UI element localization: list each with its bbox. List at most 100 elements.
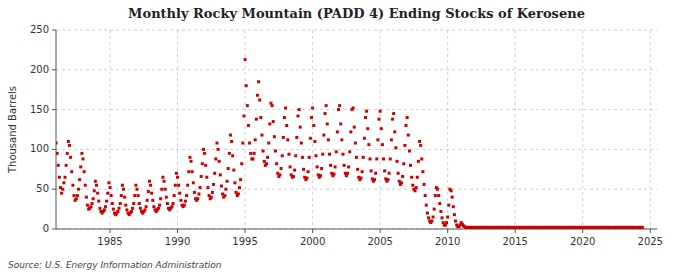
- point: [367, 143, 370, 146]
- point: [228, 152, 231, 155]
- point: [244, 58, 247, 61]
- point: [111, 202, 114, 205]
- point: [334, 165, 337, 168]
- point: [116, 210, 119, 213]
- title: Monthly Rocky Mountain (PADD 4) Ending S…: [128, 6, 585, 21]
- point: [379, 110, 382, 113]
- point: [125, 208, 128, 211]
- point: [187, 170, 190, 173]
- x-grid-line: [312, 30, 313, 229]
- point: [201, 162, 204, 165]
- point: [84, 184, 87, 187]
- point: [251, 157, 254, 160]
- point: [212, 183, 215, 186]
- point: [224, 188, 227, 191]
- point: [336, 130, 339, 133]
- point: [389, 157, 392, 160]
- point: [432, 216, 435, 219]
- point: [361, 170, 364, 173]
- point: [77, 188, 80, 191]
- x-tick-label: 2005: [367, 236, 392, 247]
- point: [227, 167, 230, 170]
- point: [170, 205, 173, 208]
- point: [366, 127, 369, 130]
- point: [427, 216, 430, 219]
- chart: 0501001502002501985199019952000200520102…: [0, 0, 675, 275]
- point: [219, 173, 222, 176]
- point: [400, 181, 403, 184]
- point: [66, 152, 69, 155]
- point: [188, 156, 191, 159]
- point: [416, 176, 419, 179]
- point: [337, 108, 340, 111]
- point: [94, 180, 97, 183]
- x-tick-label: 2015: [502, 236, 527, 247]
- point: [450, 189, 453, 192]
- point: [242, 114, 245, 117]
- point: [411, 184, 414, 187]
- point: [139, 207, 142, 210]
- point: [58, 176, 61, 179]
- point: [418, 140, 421, 143]
- point: [310, 116, 313, 119]
- point: [328, 153, 331, 156]
- point: [283, 116, 286, 119]
- point: [405, 124, 408, 127]
- point: [313, 140, 316, 143]
- point: [56, 152, 59, 155]
- point: [164, 188, 167, 191]
- point: [148, 180, 151, 183]
- point: [184, 200, 187, 203]
- point: [69, 156, 72, 159]
- point: [143, 208, 146, 211]
- point: [258, 99, 261, 102]
- point: [365, 110, 368, 113]
- x-tick: [110, 229, 111, 233]
- point: [185, 194, 188, 197]
- point: [259, 116, 262, 119]
- point: [62, 181, 65, 184]
- point: [179, 199, 182, 202]
- source-note: Source: U.S. Energy Information Administ…: [8, 260, 222, 270]
- point: [322, 134, 325, 137]
- point: [211, 191, 214, 194]
- point: [199, 186, 202, 189]
- point: [204, 164, 207, 167]
- point: [217, 148, 220, 151]
- point: [220, 185, 223, 188]
- point: [278, 173, 281, 176]
- point: [91, 202, 94, 205]
- point: [206, 186, 209, 189]
- point: [178, 192, 181, 195]
- point: [61, 188, 64, 191]
- point: [402, 162, 405, 165]
- x-tick: [650, 229, 651, 233]
- point: [437, 194, 440, 197]
- point: [272, 120, 275, 123]
- point: [309, 137, 312, 140]
- point: [390, 138, 393, 141]
- point: [292, 175, 295, 178]
- point: [408, 149, 411, 152]
- point: [300, 142, 303, 145]
- point: [149, 184, 152, 187]
- point: [335, 150, 338, 153]
- point: [438, 202, 441, 205]
- point: [183, 204, 186, 207]
- point: [192, 181, 195, 184]
- point: [240, 162, 243, 165]
- point: [282, 136, 285, 139]
- point: [305, 177, 308, 180]
- point: [323, 112, 326, 115]
- point: [123, 196, 126, 199]
- point: [146, 199, 149, 202]
- point: [237, 192, 240, 195]
- point: [256, 94, 259, 97]
- y-axis-line: [56, 30, 57, 229]
- x-tick: [312, 229, 313, 233]
- point: [301, 156, 304, 159]
- point: [353, 126, 356, 129]
- point: [352, 107, 355, 110]
- point: [370, 169, 373, 172]
- point: [308, 156, 311, 159]
